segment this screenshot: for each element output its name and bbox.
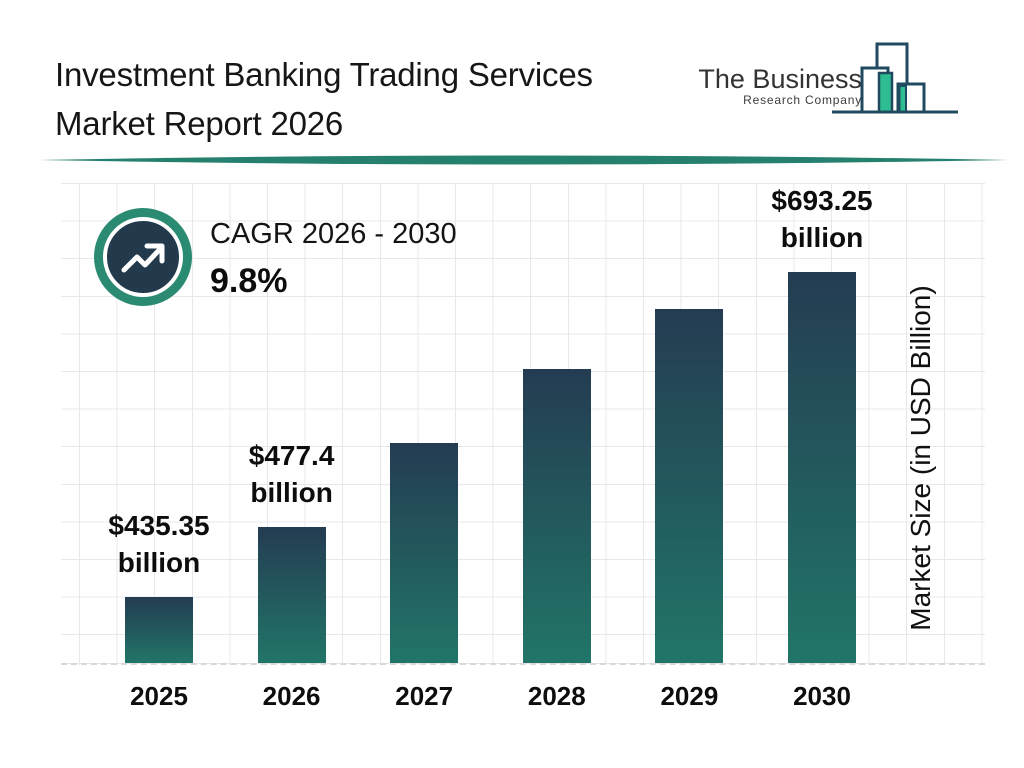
company-logo: The Business Research Company	[640, 36, 985, 126]
x-axis-label-2026: 2026	[262, 681, 321, 711]
bar-chart-logo-icon	[830, 36, 962, 121]
page-title-line1: Investment Banking Trading Services	[55, 56, 593, 93]
x-axis-label-2030: 2030	[793, 681, 851, 711]
bar-2029	[655, 309, 724, 663]
page-title-line2: Market Report 2026	[55, 105, 344, 142]
value-label-2030: $693.25 billion	[712, 182, 932, 256]
value-amount-2026: $477.4	[248, 440, 335, 471]
value-unit-2026: billion	[250, 477, 333, 508]
company-logo-text: The Business Research Company	[640, 64, 862, 107]
x-axis-label-2027: 2027	[395, 681, 454, 711]
company-subtitle: Research Company	[743, 93, 862, 107]
cagr-badge	[94, 208, 192, 306]
x-axis-label-2028: 2028	[527, 681, 586, 711]
x-axis-label-2025: 2025	[130, 681, 188, 711]
cagr-label: CAGR 2026 - 2030	[210, 218, 457, 250]
bar-2026	[257, 527, 326, 663]
cagr-value: 9.8%	[210, 262, 288, 300]
value-amount-2025: $435.35	[108, 510, 210, 541]
tapered-divider-line	[40, 152, 1008, 170]
value-amount-2030: $693.25	[771, 185, 873, 216]
y-axis-label: Market Size (in USD Billion)	[905, 285, 936, 631]
value-unit-2030: billion	[780, 222, 864, 253]
value-label-2025: $435.35 billion	[49, 507, 269, 581]
trending-up-icon	[103, 217, 183, 297]
page-title: Investment Banking Trading Services Mark…	[55, 50, 695, 148]
x-axis-label-2029: 2029	[660, 681, 719, 711]
bar-2028	[522, 369, 591, 663]
value-label-2026: $477.4 billion	[182, 437, 402, 511]
value-unit-2025: billion	[117, 547, 201, 578]
bar-2030	[788, 272, 856, 663]
bar-2025	[125, 597, 193, 663]
bar-2027	[390, 443, 459, 663]
company-name: The Business	[698, 64, 862, 94]
